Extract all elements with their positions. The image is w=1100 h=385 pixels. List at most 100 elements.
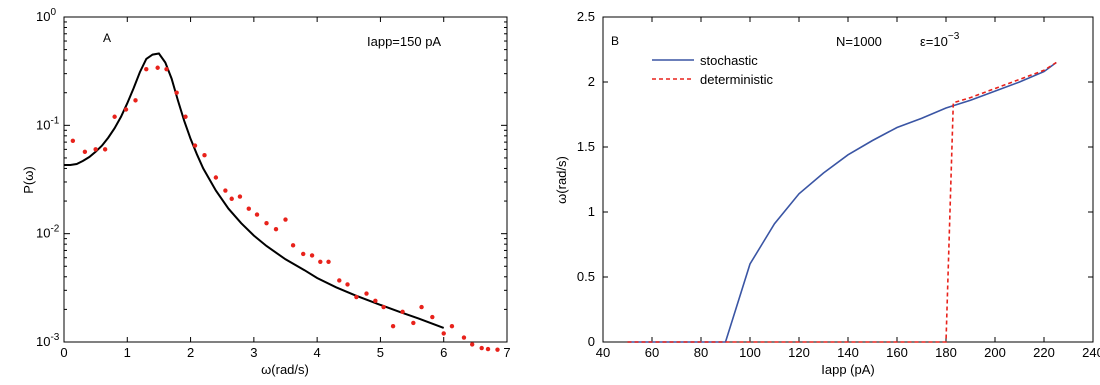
panel-a-y-ticks: 100 10-1 10-2 10-3 bbox=[36, 7, 507, 349]
legend-deterministic-label: deterministic bbox=[700, 72, 773, 87]
panel-b-x-title: Iapp (pA) bbox=[821, 362, 874, 377]
panel-a-data-point bbox=[183, 114, 188, 119]
panel-a-x-tick-label: 4 bbox=[314, 345, 321, 360]
panel-a-data-point bbox=[411, 320, 416, 326]
panel-a-x-tick-label: 6 bbox=[440, 345, 447, 360]
panel-b-plot-area bbox=[602, 16, 1094, 343]
panel-a-data-point bbox=[364, 291, 369, 296]
panel-a-plot-area bbox=[63, 16, 508, 343]
panel-a-data-point bbox=[93, 147, 98, 152]
panel-b-x-tick-label: 60 bbox=[645, 345, 659, 360]
panel-b: 40 60 80 100 120 140 160 180 200 220 240 0 0.5 1 1.5 2… bbox=[554, 9, 1100, 377]
panel-a-data-point bbox=[202, 153, 207, 158]
panel-b-x-tick-label: 160 bbox=[886, 345, 908, 360]
panel-a-x-tick-label: 2 bbox=[187, 345, 194, 360]
panel-b-x-tick-label: 200 bbox=[984, 345, 1006, 360]
panel-a-data-point bbox=[337, 278, 342, 283]
panel-b-x-tick-label: 140 bbox=[837, 345, 859, 360]
panel-a-data-point bbox=[400, 309, 405, 315]
panel-a-data-point bbox=[301, 251, 306, 257]
panel-a-data-point bbox=[381, 304, 386, 310]
panel-b-y-tick-label: 1.5 bbox=[577, 139, 595, 154]
panel-a-data-point bbox=[469, 342, 475, 347]
panel-a-data-point bbox=[223, 188, 228, 193]
panel-b-x-tick-label: 80 bbox=[694, 345, 708, 360]
panel-a-data-point bbox=[70, 138, 76, 143]
panel-b-y-tick-label: 0.5 bbox=[577, 269, 595, 284]
panel-a-y-tick-label: 10-2 bbox=[36, 224, 60, 241]
panel-a-data-point bbox=[430, 314, 435, 320]
panel-a-data-point bbox=[237, 194, 243, 199]
panel-a-data-point bbox=[290, 243, 296, 248]
panel-a-data-point bbox=[449, 323, 455, 329]
panel-b-y-tick-label: 2.5 bbox=[577, 9, 595, 24]
panel-a-data-point bbox=[283, 217, 288, 222]
panel-b-x-tick-label: 40 bbox=[596, 345, 610, 360]
panel-b-epsilon-base: ε=10 bbox=[920, 34, 948, 49]
panel-a-x-tick-label: 1 bbox=[124, 345, 131, 360]
panel-b-x-tick-label: 180 bbox=[935, 345, 957, 360]
panel-a-annotation: Iapp=150 pA bbox=[367, 34, 441, 49]
panel-a-data-point bbox=[318, 259, 323, 264]
panel-a-data-point bbox=[144, 66, 149, 72]
panel-a-y-tick-label: 10-1 bbox=[36, 115, 60, 132]
panel-a-data-point bbox=[326, 259, 331, 264]
panel-b-epsilon-exp: −3 bbox=[948, 31, 960, 42]
panel-a-x-tick-label: 5 bbox=[377, 345, 384, 360]
panel-a-data-point bbox=[419, 304, 424, 310]
panel-a: 0 1 2 3 4 5 6 7 100 10-1 10-2 10-3 A Iapp=150 pA ω… bbox=[21, 7, 511, 377]
panel-b-y-title: ω(rad/s) bbox=[554, 156, 569, 204]
panel-a-data-point bbox=[441, 331, 446, 336]
panel-a-data-point bbox=[485, 346, 491, 352]
panel-a-x-ticks: 0 1 2 3 4 5 6 7 bbox=[60, 17, 511, 360]
panel-a-fit-line bbox=[64, 52, 445, 329]
panel-a-data-point bbox=[354, 294, 359, 300]
panel-a-data-point bbox=[246, 206, 251, 211]
panel-a-y-tick-label: 10-3 bbox=[36, 332, 60, 349]
panel-a-data-point bbox=[112, 114, 117, 119]
panel-a-data-point bbox=[133, 98, 138, 103]
panel-b-annotation-epsilon: ε=10−3 bbox=[920, 31, 960, 49]
panel-b-x-ticks: 40 60 80 100 120 140 160 180 200 220 240 bbox=[596, 17, 1100, 360]
panel-a-data-point bbox=[82, 149, 88, 154]
panel-b-x-tick-label: 100 bbox=[739, 345, 761, 360]
panel-a-data-point bbox=[254, 212, 260, 217]
panel-a-data-point bbox=[174, 90, 179, 95]
panel-a-data-point bbox=[345, 282, 350, 287]
panel-a-x-title: ω(rad/s) bbox=[261, 362, 309, 377]
panel-a-data-point bbox=[102, 147, 108, 152]
panel-a-data-point bbox=[495, 347, 500, 352]
panel-b-legend: stochastic deterministic bbox=[652, 53, 773, 87]
panel-a-data-point bbox=[479, 345, 484, 351]
panel-a-x-tick-label: 0 bbox=[60, 345, 67, 360]
panel-b-deterministic-line bbox=[627, 61, 1057, 343]
panel-a-data-point bbox=[390, 323, 396, 329]
panel-a-y-title: P(ω) bbox=[21, 166, 36, 193]
panel-b-y-tick-label: 2 bbox=[588, 74, 595, 89]
panel-b-y-tick-label: 1 bbox=[588, 204, 595, 219]
panel-a-label: A bbox=[103, 31, 111, 45]
panel-a-data-point bbox=[373, 298, 378, 304]
panel-a-y-tick-label: 100 bbox=[36, 7, 56, 24]
panel-a-x-tick-label: 3 bbox=[250, 345, 257, 360]
panel-b-x-tick-label: 120 bbox=[788, 345, 810, 360]
panel-a-data-point bbox=[229, 196, 234, 201]
panel-a-data-point bbox=[461, 335, 467, 340]
panel-b-annotation-n: N=1000 bbox=[836, 34, 882, 49]
panel-b-label: B bbox=[611, 34, 619, 48]
panel-b-y-ticks: 0 0.5 1 1.5 2 2.5 bbox=[577, 9, 1093, 349]
panel-b-x-tick-label: 220 bbox=[1033, 345, 1055, 360]
panel-a-data-point bbox=[309, 253, 315, 258]
panel-b-y-tick-label: 0 bbox=[588, 334, 595, 349]
panel-b-x-tick-label: 240 bbox=[1082, 345, 1100, 360]
panel-a-series bbox=[64, 52, 500, 352]
panel-a-data-point bbox=[264, 220, 269, 226]
panel-a-data-point bbox=[213, 175, 219, 180]
legend-stochastic-label: stochastic bbox=[700, 53, 758, 68]
panel-a-data-point bbox=[123, 107, 129, 112]
panel-b-series bbox=[627, 61, 1057, 343]
panel-a-data-point bbox=[164, 66, 169, 72]
panel-a-data-point bbox=[155, 65, 160, 70]
panel-a-x-tick-label: 7 bbox=[503, 345, 510, 360]
